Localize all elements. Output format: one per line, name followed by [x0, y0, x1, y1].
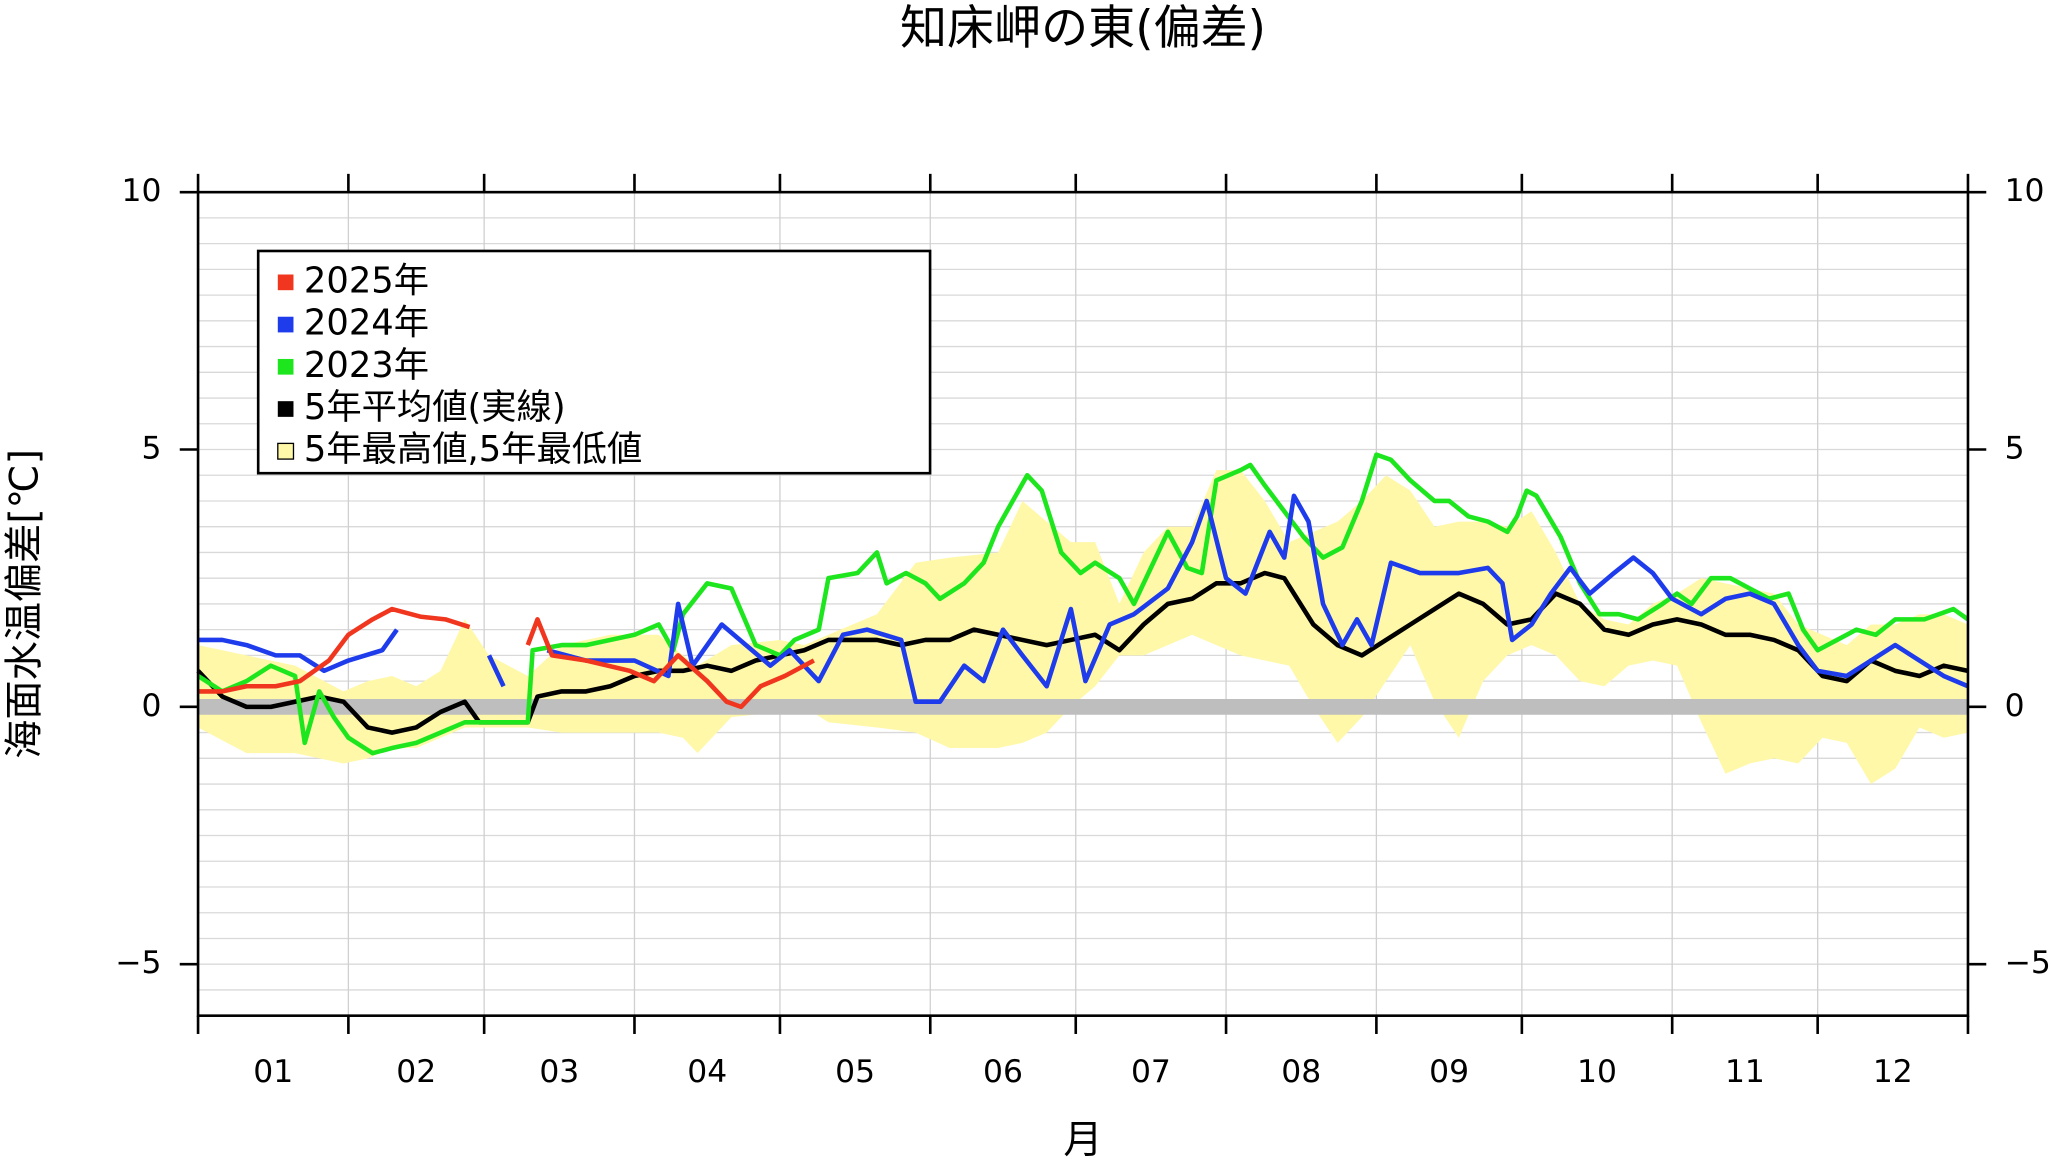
series-line [198, 606, 815, 710]
legend-label: 5年平均値(実線) [304, 387, 566, 428]
x-tick-label: 07 [1131, 1054, 1171, 1090]
y-tick-label: 5 [2005, 431, 2025, 467]
y-tick-label: −5 [115, 945, 161, 981]
x-tick-label: 05 [835, 1054, 875, 1090]
x-tick-label: 04 [687, 1054, 727, 1090]
x-tick-label: 12 [1873, 1054, 1913, 1090]
plot-frame [196, 190, 1970, 1017]
y-tick-label: 0 [2005, 688, 2025, 724]
y-tick-label: 0 [142, 688, 162, 724]
y-tick-label: 10 [122, 173, 162, 209]
legend-swatch [277, 442, 295, 460]
x-tick-label: 11 [1725, 1054, 1765, 1090]
x-tick-label: 02 [396, 1054, 436, 1090]
y-tick-label: −5 [2005, 945, 2051, 981]
x-tick-label: 06 [983, 1054, 1023, 1090]
y-tick-label: 5 [142, 431, 162, 467]
legend-swatch [277, 358, 294, 375]
legend-label: 2024年 [304, 303, 429, 344]
x-tick-label: 01 [253, 1054, 293, 1090]
x-tick-label: 08 [1281, 1054, 1321, 1090]
legend-swatch [277, 401, 294, 417]
legend-swatch [277, 316, 294, 333]
legend-label: 2023年 [304, 345, 429, 386]
legend-swatch [277, 274, 294, 291]
legend-label: 5年最高値,5年最低値 [304, 429, 642, 470]
legend-label: 2025年 [304, 260, 429, 301]
x-tick-label: 03 [539, 1054, 579, 1090]
x-axis-label: 月 [1063, 1118, 1102, 1163]
series-line [198, 493, 1969, 704]
x-tick-label: 10 [1577, 1054, 1617, 1090]
x-tick-label: 09 [1429, 1054, 1469, 1090]
y-tick-label: 10 [2005, 173, 2045, 209]
legend-box [256, 249, 932, 475]
chart-title: 知床岬の東(偏差) [900, 1, 1266, 56]
y-axis-label: 海面水温偏差[℃] [2, 449, 47, 759]
